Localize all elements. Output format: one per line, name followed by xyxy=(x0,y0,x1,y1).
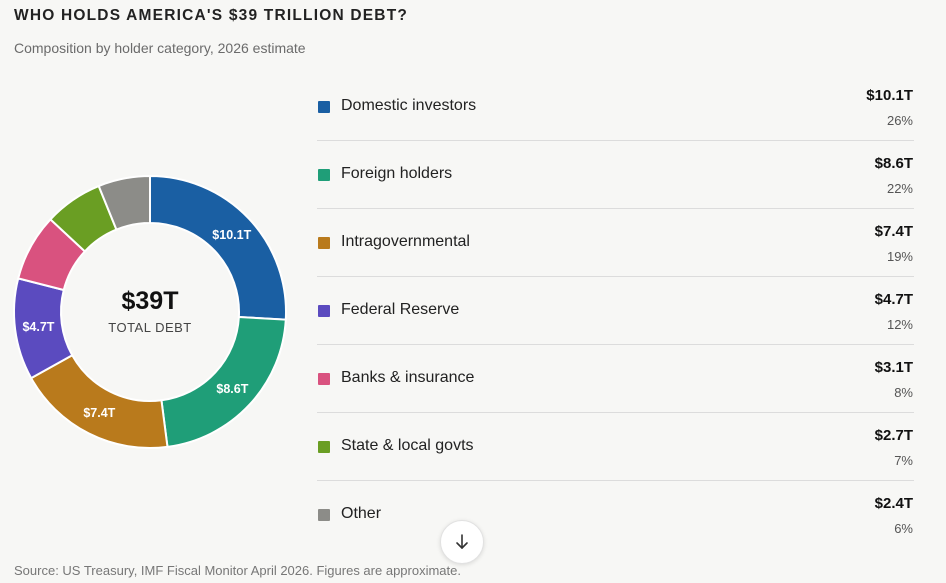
legend-value: $4.7T xyxy=(874,291,913,308)
legend-label: Intragovernmental xyxy=(341,233,470,250)
legend-swatch xyxy=(318,101,330,113)
center-total-value: $39T xyxy=(122,287,179,315)
legend-percent: 6% xyxy=(894,521,913,536)
legend-row-state-and-local-govts[interactable]: State & local govts $2.7T 7% xyxy=(317,413,914,481)
legend: Domestic investors $10.1T 26% Foreign holde… xyxy=(317,73,914,549)
legend-row-domestic-investors[interactable]: Domestic investors $10.1T 26% xyxy=(317,73,914,141)
donut-slice-intragovernmental[interactable] xyxy=(29,353,169,449)
donut-svg: $10.1T $8.6T $7.4T $4.7T $39T TOTAL DEBT xyxy=(13,174,287,449)
legend-value: $2.7T xyxy=(874,427,913,444)
donut-slice-other[interactable] xyxy=(97,174,151,231)
slice-label-foreign-holders: $8.6T xyxy=(216,382,248,396)
legend-percent: 12% xyxy=(886,317,913,332)
chart-title: WHO HOLDS AMERICA'S $39 TRILLION DEBT? xyxy=(14,7,409,24)
slice-label-intragovernmental: $7.4T xyxy=(83,406,115,420)
legend-label: Banks & insurance xyxy=(341,369,475,386)
scroll-down-button[interactable] xyxy=(440,520,484,564)
legend-row-federal-reserve[interactable]: Federal Reserve $4.7T 12% xyxy=(317,277,914,345)
source-note: Source: US Treasury, IMF Fiscal Monitor … xyxy=(14,563,461,578)
legend-value: $7.4T xyxy=(874,223,913,240)
legend-percent: 19% xyxy=(886,249,913,264)
legend-row-other[interactable]: Other $2.4T 6% xyxy=(317,481,914,549)
center-total-label: TOTAL DEBT xyxy=(108,320,192,335)
arrow-down-icon xyxy=(456,534,468,549)
legend-percent: 8% xyxy=(894,385,913,400)
legend-label: Foreign holders xyxy=(341,165,453,182)
donut-slices xyxy=(13,174,287,449)
legend-value: $8.6T xyxy=(874,155,913,172)
legend-swatch xyxy=(318,509,330,521)
legend-value: $10.1T xyxy=(866,87,913,104)
legend-value: $3.1T xyxy=(874,359,913,376)
slice-label-federal-reserve: $4.7T xyxy=(22,320,54,334)
legend-swatch xyxy=(318,169,330,181)
legend-label: State & local govts xyxy=(341,437,474,454)
legend-label: Federal Reserve xyxy=(341,301,460,318)
legend-swatch xyxy=(318,373,330,385)
legend-swatch xyxy=(318,305,330,317)
legend-swatch xyxy=(318,237,330,249)
donut-slice-labels: $10.1T $8.6T $7.4T $4.7T xyxy=(22,228,251,420)
chart-subtitle: Composition by holder category, 2026 est… xyxy=(14,40,306,56)
legend-label: Domestic investors xyxy=(341,97,477,114)
slice-label-domestic-investors: $10.1T xyxy=(212,228,251,242)
legend-value: $2.4T xyxy=(874,495,913,512)
legend-percent: 7% xyxy=(894,453,913,468)
legend-row-banks-and-insurance[interactable]: Banks & insurance $3.1T 8% xyxy=(317,345,914,413)
legend-percent: 22% xyxy=(886,181,913,196)
legend-percent: 26% xyxy=(886,113,913,128)
legend-row-intragovernmental[interactable]: Intragovernmental $7.4T 19% xyxy=(317,209,914,277)
legend-row-foreign-holders[interactable]: Foreign holders $8.6T 22% xyxy=(317,141,914,209)
legend-swatch xyxy=(318,441,330,453)
donut-chart: $10.1T $8.6T $7.4T $4.7T $39T TOTAL DEBT xyxy=(0,160,300,460)
legend-label: Other xyxy=(341,505,382,522)
